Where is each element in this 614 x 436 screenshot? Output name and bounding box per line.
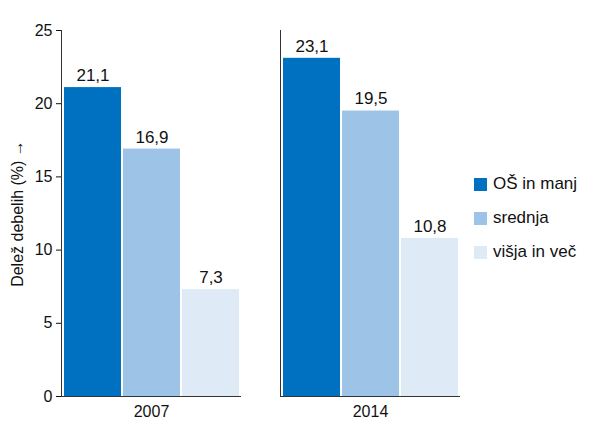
- html-text:OŠ in manj: OŠ in manj: [493, 174, 578, 193]
- svg-text:21,1: 21,1: [76, 66, 109, 85]
- svg-text:2007: 2007: [134, 403, 170, 420]
- svg-text:25: 25: [35, 22, 53, 39]
- svg-text:7,3: 7,3: [199, 268, 223, 287]
- html-text:srednja: srednja: [493, 208, 549, 227]
- svg-text:10,8: 10,8: [413, 217, 446, 236]
- svg-text:23,1: 23,1: [295, 37, 328, 56]
- svg-text:16,9: 16,9: [135, 128, 168, 147]
- svg-text:10: 10: [35, 241, 53, 258]
- svg-text:15: 15: [35, 168, 53, 185]
- html-text:višja in več: višja in več: [493, 242, 577, 261]
- svg-text:20: 20: [35, 95, 53, 112]
- svg-text:5: 5: [44, 314, 53, 331]
- svg-text:2014: 2014: [353, 403, 389, 420]
- svg-text:Delež debelih (%) →: Delež debelih (%) →: [9, 140, 26, 287]
- svg-text:0: 0: [44, 388, 53, 405]
- svg-text:19,5: 19,5: [354, 89, 387, 108]
